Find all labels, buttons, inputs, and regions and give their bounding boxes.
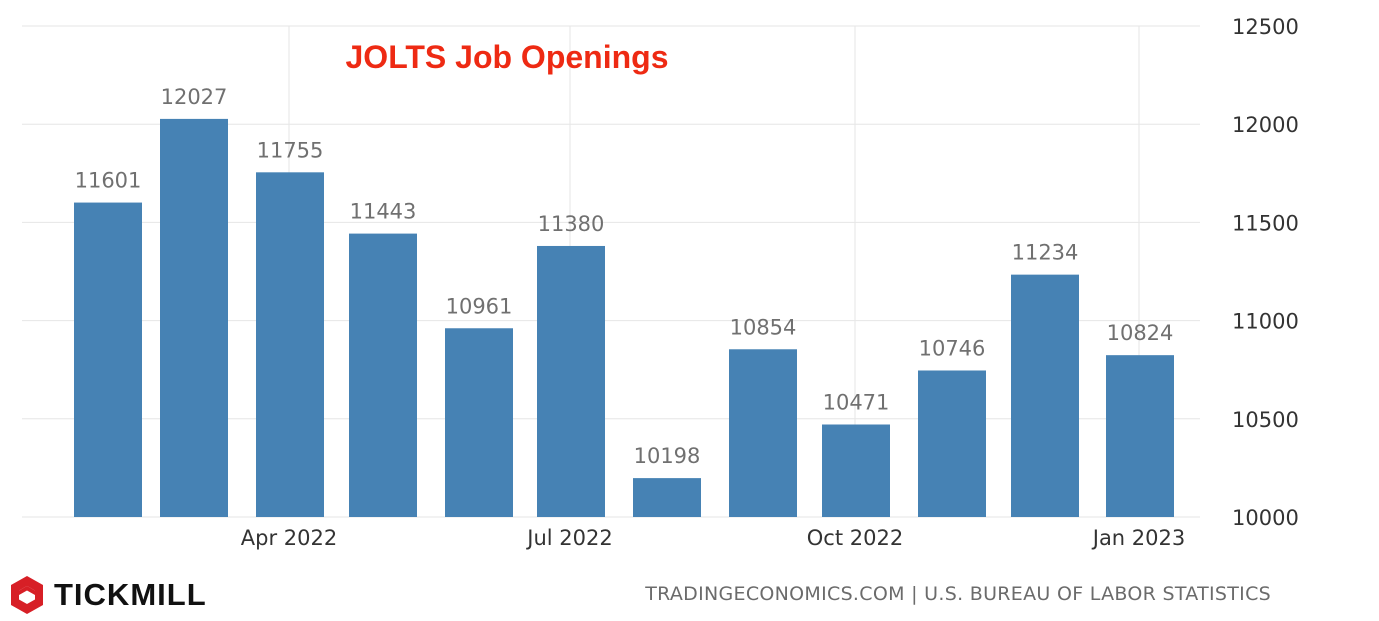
data-label: 11234: [1012, 241, 1079, 265]
bar: [445, 328, 513, 517]
bar: [729, 349, 797, 517]
bar: [74, 202, 142, 517]
data-label: 10854: [730, 315, 797, 339]
data-label: 10961: [446, 294, 513, 318]
y-tick-label: 11500: [1232, 211, 1299, 235]
bar: [160, 118, 228, 517]
bar: [537, 245, 605, 517]
x-tick-label: Oct 2022: [807, 526, 903, 550]
y-tick-label: 10000: [1232, 506, 1299, 530]
data-label: 11601: [75, 169, 142, 193]
y-tick-label: 12500: [1232, 15, 1299, 39]
data-labels: 11601 12027 11755 11443 10961 11380 10198 10854…: [75, 85, 1174, 468]
x-tick-label: Jul 2022: [525, 526, 612, 550]
data-label: 11755: [257, 138, 324, 162]
data-label: 10746: [919, 336, 986, 360]
bar: [1011, 274, 1079, 517]
data-label: 11443: [350, 200, 417, 224]
bar: [918, 370, 986, 517]
data-label: 12027: [161, 85, 228, 109]
y-tick-label: 11000: [1232, 310, 1299, 334]
source-text: TRADINGECONOMICS.COM | U.S. BUREAU OF LA…: [645, 583, 1271, 605]
data-label: 11380: [538, 212, 605, 236]
bars: [74, 118, 1174, 518]
y-tick-label: 10500: [1232, 408, 1299, 432]
data-label: 10471: [823, 390, 890, 414]
data-label: 10198: [634, 444, 701, 468]
x-axis-tick-labels: Apr 2022 Jul 2022 Oct 2022 Jan 2023: [241, 526, 1185, 550]
bar: [1106, 355, 1174, 517]
y-tick-label: 12000: [1232, 113, 1299, 137]
bar: [633, 478, 701, 517]
bar: [822, 424, 890, 517]
y-axis-tick-labels: 10000 10500 11000 11500 12000 12500: [1232, 15, 1299, 530]
data-label: 10824: [1107, 321, 1174, 345]
brand-name: TICKMILL: [54, 577, 207, 612]
x-tick-label: Apr 2022: [241, 526, 337, 550]
bar: [349, 233, 417, 518]
x-tick-label: Jan 2023: [1091, 526, 1186, 550]
chart-title: JOLTS Job Openings: [346, 39, 669, 75]
brand: TICKMILL: [8, 574, 207, 616]
tickmill-hexagon-icon: [11, 576, 43, 614]
bar: [256, 172, 324, 517]
